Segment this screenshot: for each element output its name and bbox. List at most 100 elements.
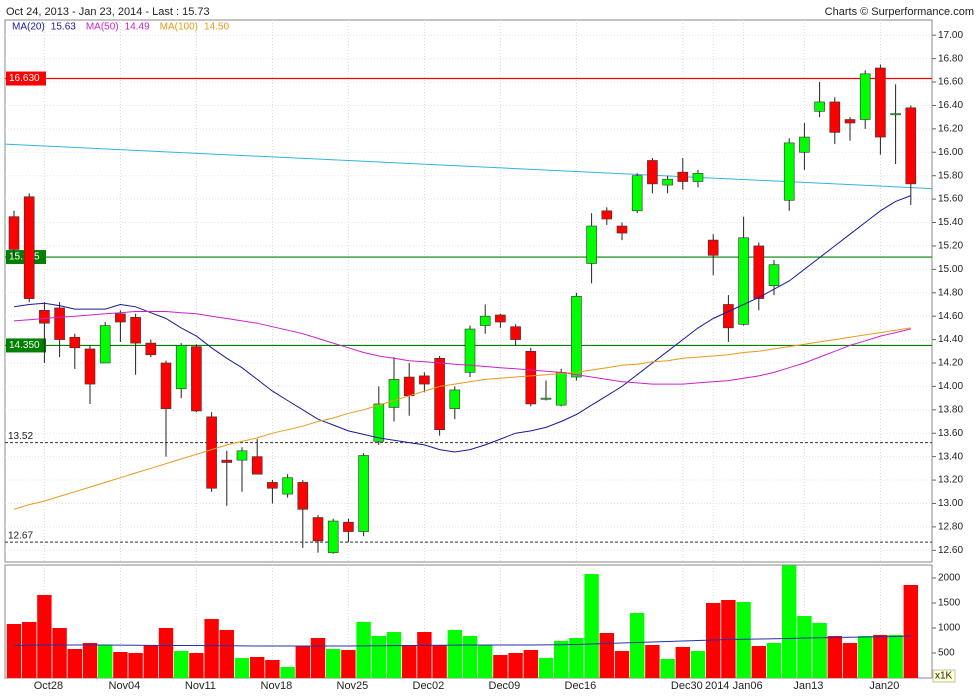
x-tick-label: Jan20 xyxy=(869,680,899,692)
candle-body xyxy=(647,160,658,185)
volume-bar xyxy=(782,565,797,678)
candle-body xyxy=(692,173,704,182)
candle-body xyxy=(814,101,825,112)
volume-bar xyxy=(113,652,128,678)
candle-body xyxy=(267,482,278,489)
candle-body xyxy=(616,225,628,234)
y-tick-label: 14.60 xyxy=(938,311,963,322)
y-tick-label: 13.80 xyxy=(938,404,963,415)
x-tick-label: Dec02 xyxy=(413,680,445,692)
level-badge xyxy=(6,71,46,86)
candle-body xyxy=(783,142,795,201)
volume-bar xyxy=(250,657,265,678)
volume-bar xyxy=(204,619,219,678)
y-tick-label: 15.60 xyxy=(938,194,963,205)
volume-bar xyxy=(462,636,478,678)
volume-bar xyxy=(128,653,143,678)
volume-bar xyxy=(341,650,356,678)
volume-bar xyxy=(523,650,538,678)
volume-bar xyxy=(356,622,371,678)
volume-bar xyxy=(219,630,234,678)
x-tick-label: Jan06 xyxy=(733,680,763,692)
candle-body xyxy=(54,307,65,340)
volume-bar xyxy=(432,645,447,678)
ma-line xyxy=(13,311,911,385)
candle-body xyxy=(799,136,810,153)
volume-bar xyxy=(690,651,706,678)
volume-bar xyxy=(98,645,113,678)
volume-bar xyxy=(52,628,67,678)
y-tick-label: 2000 xyxy=(938,573,961,584)
candle-body xyxy=(115,313,126,323)
y-tick-label: 13.40 xyxy=(938,451,963,462)
candle-body xyxy=(145,342,157,356)
volume-bar xyxy=(903,585,918,678)
volume-ma-line xyxy=(13,635,911,647)
candle-body xyxy=(510,326,521,340)
candle-body xyxy=(69,336,81,349)
volume-bar xyxy=(554,641,569,678)
y-tick-label: 15.20 xyxy=(938,241,963,252)
volume-bar xyxy=(189,653,204,678)
level-label: 12.67 xyxy=(8,531,33,542)
volume-bar xyxy=(599,633,614,678)
candle-body xyxy=(99,325,111,364)
candle-body xyxy=(373,403,385,442)
volume-bar xyxy=(174,651,189,678)
volume-bar xyxy=(143,645,158,678)
candle-body xyxy=(753,245,765,299)
volume-bar xyxy=(645,645,660,678)
y-tick-label: 16.20 xyxy=(938,124,963,135)
level-label: 16.630 xyxy=(9,73,40,84)
candle-body xyxy=(206,416,217,489)
candle-body xyxy=(343,521,354,532)
y-tick-label: 16.80 xyxy=(938,53,963,64)
volume-bar xyxy=(827,636,842,678)
level-label: 13.52 xyxy=(8,431,33,442)
y-tick-label: 1500 xyxy=(938,598,961,609)
level-label: 14.350 xyxy=(9,340,40,351)
volume-bar xyxy=(326,649,341,678)
candle-body xyxy=(540,397,552,400)
candle-body xyxy=(662,178,673,186)
y-tick-label: 13.60 xyxy=(938,428,963,439)
volume-bar xyxy=(295,646,310,678)
candle-body xyxy=(479,315,491,326)
level-badge xyxy=(6,338,46,353)
candle-body xyxy=(677,171,689,182)
candle-body xyxy=(358,455,369,532)
volume-bar xyxy=(538,658,554,678)
candle-body xyxy=(890,113,901,116)
candle-body xyxy=(236,450,248,461)
unit-label: x1K xyxy=(935,671,953,682)
candle-body xyxy=(723,304,734,329)
candle-body xyxy=(160,362,172,409)
volume-bar xyxy=(478,645,493,678)
y-tick-label: 12.60 xyxy=(938,545,963,556)
volume-bar xyxy=(447,630,462,678)
volume-bar xyxy=(721,600,736,678)
volume-bar xyxy=(6,624,22,678)
volume-bar xyxy=(675,647,690,678)
candle-body xyxy=(631,175,643,212)
volume-bar xyxy=(797,616,812,678)
candle-body xyxy=(388,379,400,408)
candle-body xyxy=(403,376,415,397)
volume-bar xyxy=(67,649,82,678)
y-tick-label: 14.20 xyxy=(938,358,963,369)
volume-bar xyxy=(873,635,888,678)
volume-bar xyxy=(569,638,584,678)
volume-bar xyxy=(82,643,98,678)
y-tick-label: 17.00 xyxy=(938,30,963,41)
y-tick-label: 14.80 xyxy=(938,287,963,298)
legend-value: 14.50 xyxy=(204,22,229,33)
x-tick-label: Oct28 xyxy=(34,680,63,692)
volume-bar xyxy=(371,636,386,678)
volume-bar xyxy=(310,638,326,678)
candle-body xyxy=(327,520,339,553)
candle-body xyxy=(23,196,35,299)
volume-bar xyxy=(660,659,675,678)
